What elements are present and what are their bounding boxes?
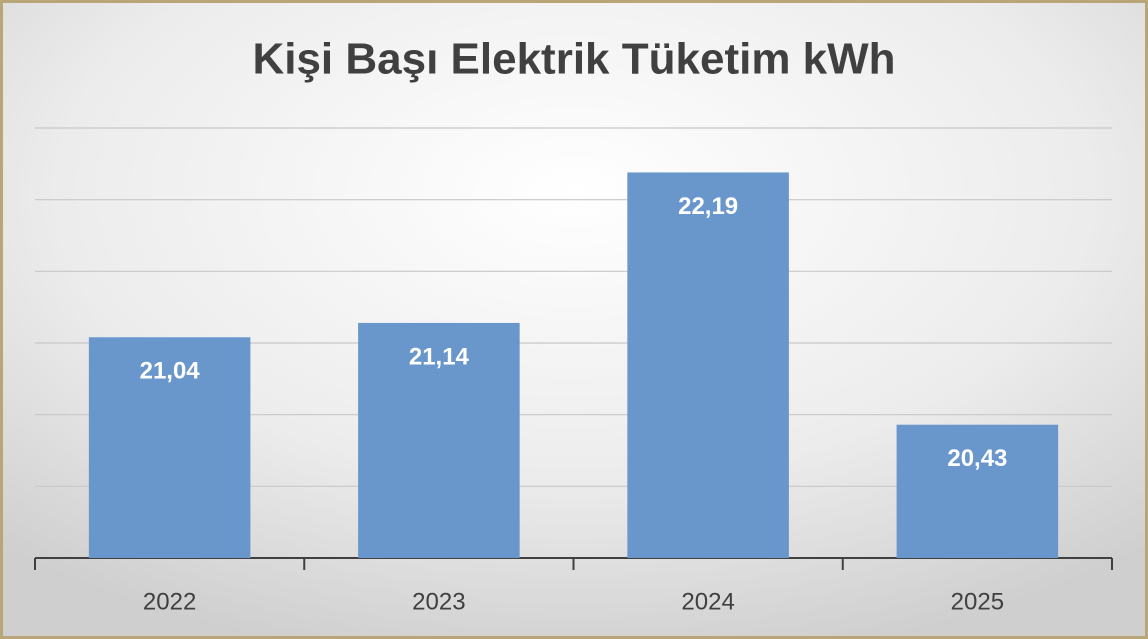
data-label: 21,04	[140, 358, 201, 385]
bar	[627, 172, 789, 558]
data-label: 22,19	[678, 193, 738, 220]
bar	[896, 424, 1059, 558]
x-tick-label: 2023	[412, 588, 465, 615]
chart-title: Kişi Başı Elektrik Tüketim kWh	[252, 35, 895, 84]
x-tick-label: 2025	[951, 588, 1004, 615]
bar	[88, 337, 251, 558]
x-tick-label: 2024	[681, 588, 734, 615]
x-tick-label: 2022	[143, 588, 196, 615]
bar	[358, 322, 520, 558]
data-label: 21,14	[409, 343, 470, 370]
data-label: 20,43	[947, 445, 1007, 472]
